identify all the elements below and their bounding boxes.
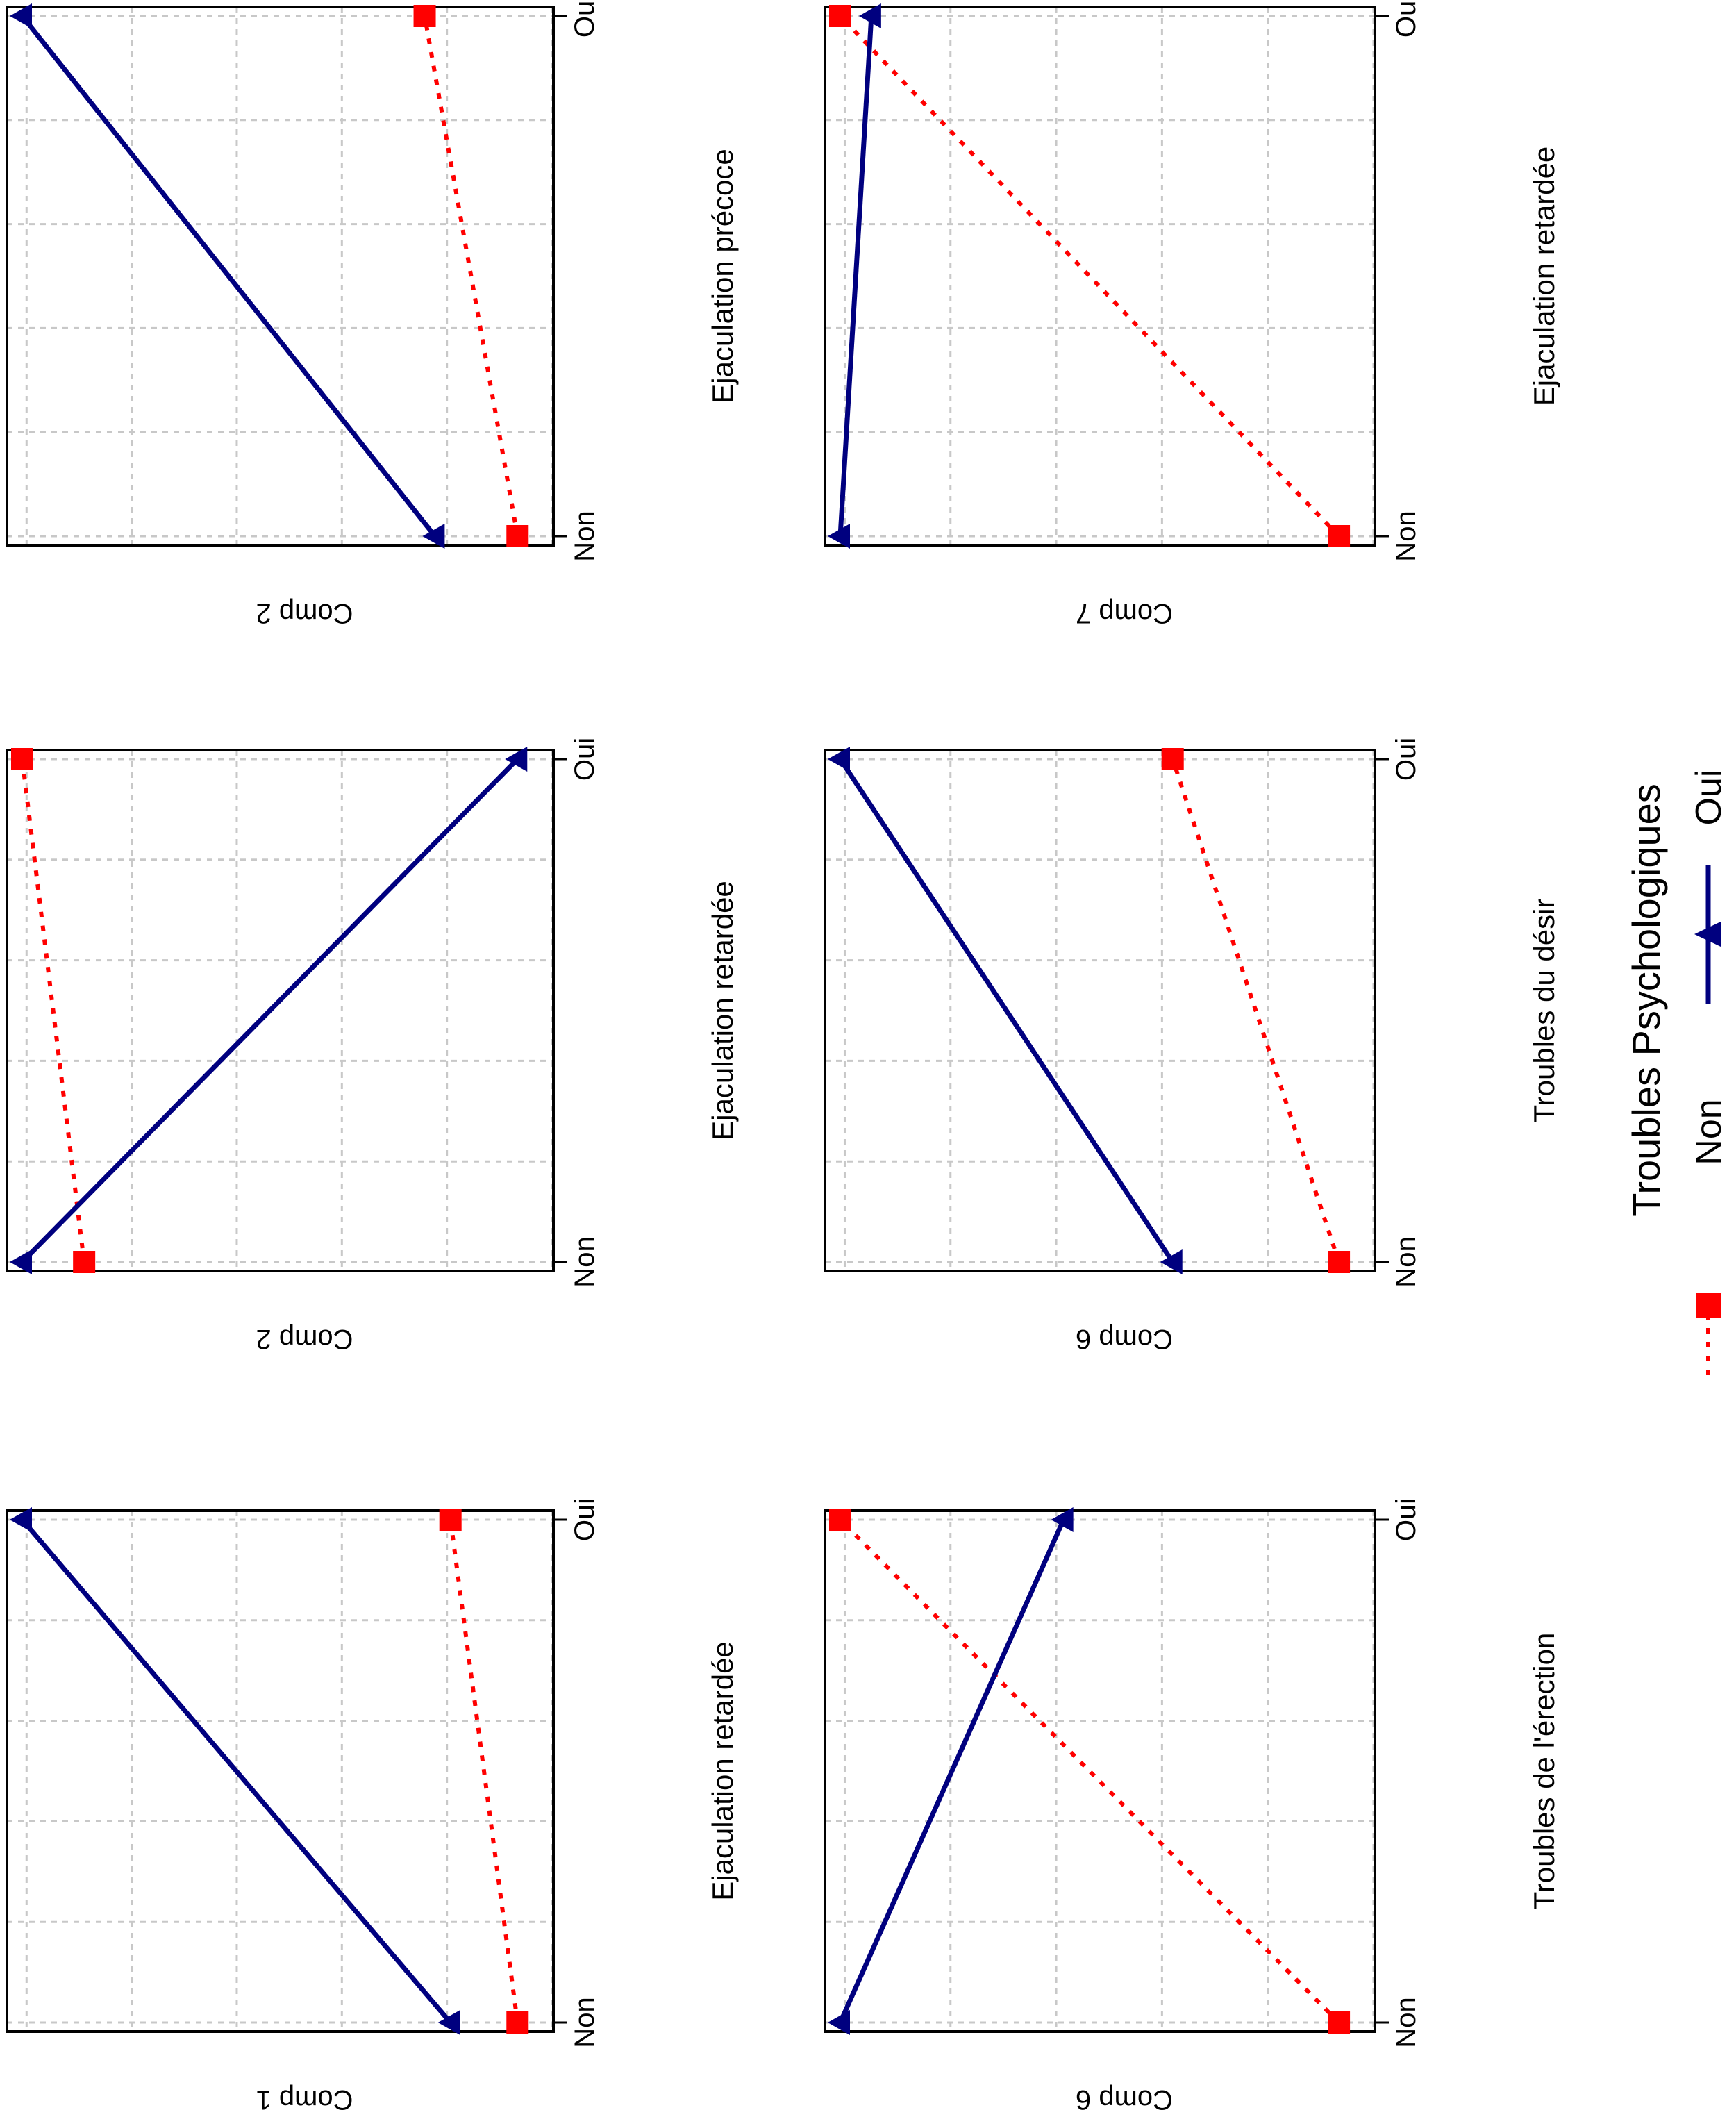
marker-non xyxy=(1328,2011,1351,2034)
marker-non xyxy=(1328,525,1351,547)
marker-non xyxy=(829,1509,851,1531)
tick-label-oui: Oui xyxy=(1391,0,1421,38)
panel-5: Non Oui Troubles du désir Comp 6 xyxy=(824,738,1560,1354)
marker-oui xyxy=(10,3,32,28)
series-line-oui xyxy=(20,14,437,538)
marker-oui xyxy=(828,2010,850,2035)
x-axis-label: Ejaculation retardée xyxy=(706,881,739,1140)
panel-3: Non Oui Ejaculation précoce Comp 2 xyxy=(6,0,739,629)
series-line-oui xyxy=(20,757,519,1264)
marker-oui xyxy=(422,524,445,549)
tick-label-non: Non xyxy=(1391,1997,1421,2048)
y-axis-label: Comp 2 xyxy=(256,598,353,629)
marker-non xyxy=(73,1251,96,1273)
tick-label-non: Non xyxy=(569,1236,600,1287)
series-line-non xyxy=(20,758,87,1263)
marker-non xyxy=(1328,1251,1351,1273)
legend-marker-non xyxy=(1696,1293,1721,1318)
x-axis-label: Troubles de l'érection xyxy=(1528,1633,1560,1910)
marker-non xyxy=(11,748,33,770)
series-line-non xyxy=(838,14,1341,538)
series-line-non xyxy=(838,1518,1341,2025)
legend-marker-oui xyxy=(1694,922,1721,947)
series-line-oui xyxy=(20,1518,453,2025)
marker-oui xyxy=(505,747,528,772)
marker-non xyxy=(506,525,529,547)
series-line-oui xyxy=(838,758,1175,1263)
y-axis-label: Comp 6 xyxy=(1076,2084,1173,2115)
x-axis-label: Troubles du désir xyxy=(1528,899,1560,1123)
legend-label-oui: Oui xyxy=(1689,770,1729,826)
panel-1: Non Oui Ejaculation retardée Comp 1 xyxy=(6,1498,739,2115)
x-axis-label: Ejaculation retardée xyxy=(706,1641,739,1901)
tick-label-oui: Oui xyxy=(569,738,600,781)
series-line-oui xyxy=(837,15,874,537)
marker-oui xyxy=(1160,1249,1183,1274)
panel-2: Non Oui Ejaculation retardée Comp 2 xyxy=(6,738,739,1354)
series-line-non xyxy=(448,1519,520,2023)
marker-non xyxy=(1161,748,1184,770)
series-line-non xyxy=(1170,758,1341,1263)
legend: Troubles Psychologiques Non Oui xyxy=(1624,770,1729,1375)
panel-6: Non Oui Ejaculation retardée Comp 7 xyxy=(824,0,1560,629)
marker-non xyxy=(439,1509,462,1531)
plot-frame xyxy=(6,749,555,1272)
marker-non xyxy=(829,5,851,27)
marker-oui xyxy=(10,1507,32,1532)
tick-label-oui: Oui xyxy=(1391,1498,1421,1541)
tick-label-oui: Oui xyxy=(569,0,600,38)
plot-frame xyxy=(824,6,1376,547)
tick-label-non: Non xyxy=(1391,510,1421,561)
tick-label-oui: Oui xyxy=(1391,738,1421,781)
series-line-non xyxy=(422,15,520,537)
x-axis-label: Ejaculation précoce xyxy=(706,149,739,404)
x-axis-label: Ejaculation retardée xyxy=(1528,147,1560,406)
marker-oui xyxy=(858,3,881,28)
plot-frame xyxy=(824,749,1376,1272)
tick-label-oui: Oui xyxy=(569,1498,600,1541)
marker-oui xyxy=(10,1249,32,1274)
legend-label-non: Non xyxy=(1689,1099,1729,1165)
tick-label-non: Non xyxy=(1391,1236,1421,1287)
marker-oui xyxy=(828,747,850,772)
plot-frame xyxy=(6,6,555,547)
y-axis-label: Comp 7 xyxy=(1076,598,1173,629)
marker-non xyxy=(506,2011,529,2034)
series-line-oui xyxy=(837,1518,1066,2024)
y-axis-label: Comp 1 xyxy=(256,2084,353,2115)
plot-frame xyxy=(824,1509,1376,2033)
plot-frame xyxy=(6,1509,555,2033)
tick-label-non: Non xyxy=(569,510,600,561)
y-axis-label: Comp 6 xyxy=(1076,1324,1173,1354)
y-axis-label: Comp 2 xyxy=(256,1324,353,1354)
marker-oui xyxy=(828,524,850,549)
marker-oui xyxy=(1051,1507,1074,1532)
legend-title: Troubles Psychologiques xyxy=(1624,783,1668,1217)
panel-4: Non Oui Troubles de l'érection Comp 6 xyxy=(824,1498,1560,2115)
tick-label-non: Non xyxy=(569,1997,600,2048)
marker-non xyxy=(413,5,436,27)
marker-oui xyxy=(437,2010,460,2035)
